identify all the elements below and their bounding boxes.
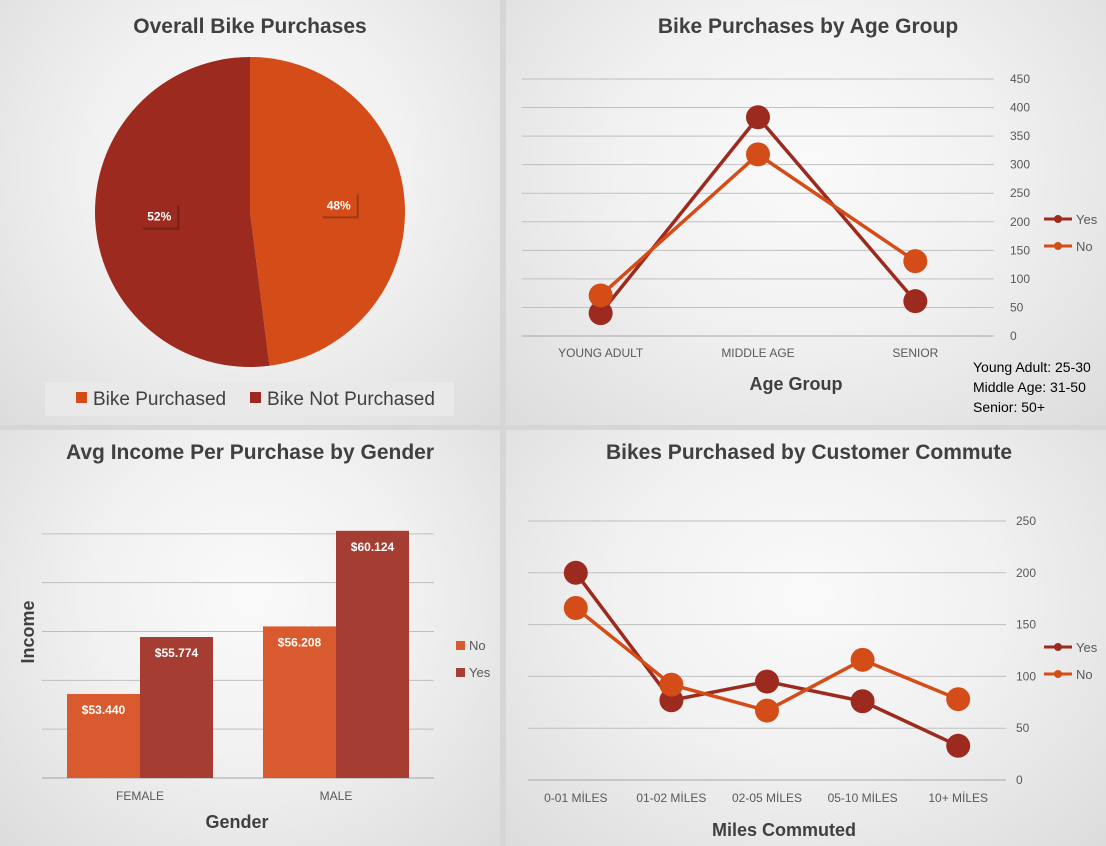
data-point xyxy=(850,647,875,672)
y-tick-label: 50 xyxy=(1016,721,1030,735)
data-label-box xyxy=(320,192,357,217)
y-tick-label: 250 xyxy=(1016,514,1036,528)
legend-marker xyxy=(1054,215,1062,223)
data-label: 48% xyxy=(327,198,351,212)
legend-label: Bike Not Purchased xyxy=(267,389,435,410)
legend-label: Yes xyxy=(1076,640,1098,655)
data-point xyxy=(563,596,588,621)
data-label: $55.774 xyxy=(155,646,199,660)
data-point xyxy=(659,672,684,697)
x-tick-label: MIDDLE AGE xyxy=(721,346,794,360)
x-tick-label: YOUNG ADULT xyxy=(558,346,644,360)
y-tick-label: 450 xyxy=(1010,72,1030,86)
x-tick-label: SENIOR xyxy=(892,346,938,360)
series-line xyxy=(574,606,959,713)
data-point xyxy=(946,733,971,758)
data-point xyxy=(588,301,613,326)
data-point xyxy=(903,249,928,274)
legend-marker xyxy=(1054,643,1062,651)
data-label: 52% xyxy=(147,210,171,224)
y-tick-label: 200 xyxy=(1010,215,1030,229)
x-axis-title: Miles Commuted xyxy=(712,820,856,840)
x-tick-label: 10+ MİLES xyxy=(928,791,988,805)
y-tick-label: 150 xyxy=(1016,618,1036,632)
data-point xyxy=(746,142,770,167)
y-tick-label: 350 xyxy=(1010,129,1030,143)
data-point xyxy=(588,283,613,308)
legend-label: No xyxy=(469,638,486,653)
age-group-note: Young Adult: 25-30 Middle Age: 31-50 Sen… xyxy=(973,359,1091,415)
legend-label: Bike Purchased xyxy=(93,389,227,410)
bar xyxy=(336,530,409,778)
legend-swatch xyxy=(250,392,261,404)
data-point xyxy=(903,289,928,314)
commute-line-chart: Bikes Purchased by Customer Commute 0 50 1… xyxy=(528,441,1098,840)
age-line-chart-panel: Bike Purchases by Age Group 0 50 100 150 200… xyxy=(506,0,1106,425)
bar xyxy=(140,637,213,778)
y-tick-label: 50 xyxy=(1010,300,1024,314)
y-tick-label: 0 xyxy=(1016,773,1023,787)
legend-swatch xyxy=(456,641,465,650)
data-point xyxy=(755,669,779,694)
x-tick-label: MALE xyxy=(320,789,353,803)
x-axis-title: Gender xyxy=(205,812,268,832)
data-label: $56.208 xyxy=(278,635,322,649)
x-tick-label: 0-01 MİLES xyxy=(544,791,607,805)
legend-swatch xyxy=(456,668,465,677)
series-line xyxy=(599,152,917,297)
pie-slice xyxy=(95,57,270,367)
legend-marker xyxy=(1054,670,1062,678)
chart-title: Bikes Purchased by Customer Commute xyxy=(606,441,1012,464)
pie-chart-panel: Overall Bike Purchases 48% 52% Bike Purch… xyxy=(0,0,500,425)
data-label-box xyxy=(141,203,178,228)
y-tick-label: 300 xyxy=(1010,158,1030,172)
x-tick-label: 05-10 MİLES xyxy=(828,791,898,805)
data-point xyxy=(563,560,588,585)
y-tick-label: 100 xyxy=(1010,272,1030,286)
pie-chart: Overall Bike Purchases 48% 52% xyxy=(95,15,406,367)
legend-label: Yes xyxy=(1076,212,1098,227)
legend-label: No xyxy=(1076,239,1093,254)
x-axis-title: Age Group xyxy=(750,374,843,394)
y-tick-label: 0 xyxy=(1010,329,1017,343)
legend-item: Bike Purchased xyxy=(76,389,226,411)
legend-label: No xyxy=(1076,667,1093,682)
legend-item: Bike Not Purchased xyxy=(250,389,435,411)
y-tick-label: 100 xyxy=(1016,669,1036,683)
y-tick-label: 250 xyxy=(1010,186,1030,200)
legend-label: Yes xyxy=(469,665,491,680)
y-tick-label: 200 xyxy=(1016,566,1036,580)
chart-title: Overall Bike Purchases xyxy=(133,15,366,38)
bar xyxy=(67,694,140,778)
data-point xyxy=(850,689,875,714)
data-point xyxy=(746,105,770,130)
chart-title: Bike Purchases by Age Group xyxy=(658,15,958,38)
x-tick-label: FEMALE xyxy=(116,789,164,803)
chart-title: Avg Income Per Purchase by Gender xyxy=(66,441,434,464)
income-bar-chart-panel: Avg Income Per Purchase by Gender FEMALE… xyxy=(0,430,500,846)
data-label: $60.124 xyxy=(351,540,395,554)
y-axis-title: Income xyxy=(18,600,38,663)
y-tick-label: 400 xyxy=(1010,101,1030,115)
commute-line-chart-panel: Bikes Purchased by Customer Commute 0 50 1… xyxy=(506,430,1106,846)
data-label: $53.440 xyxy=(82,703,126,717)
data-point xyxy=(755,698,779,723)
income-bar-chart: Avg Income Per Purchase by Gender FEMALE… xyxy=(18,441,491,832)
bar xyxy=(263,626,336,778)
x-tick-label: 02-05 MİLES xyxy=(732,791,802,805)
y-tick-label: 150 xyxy=(1010,243,1030,257)
x-tick-label: 01-02 MİLES xyxy=(636,791,706,805)
data-point xyxy=(946,687,971,712)
legend-swatch xyxy=(76,392,87,404)
legend xyxy=(45,382,454,416)
legend-marker xyxy=(1054,242,1062,250)
age-line-chart: Bike Purchases by Age Group 0 50 100 150 200… xyxy=(522,15,1098,394)
